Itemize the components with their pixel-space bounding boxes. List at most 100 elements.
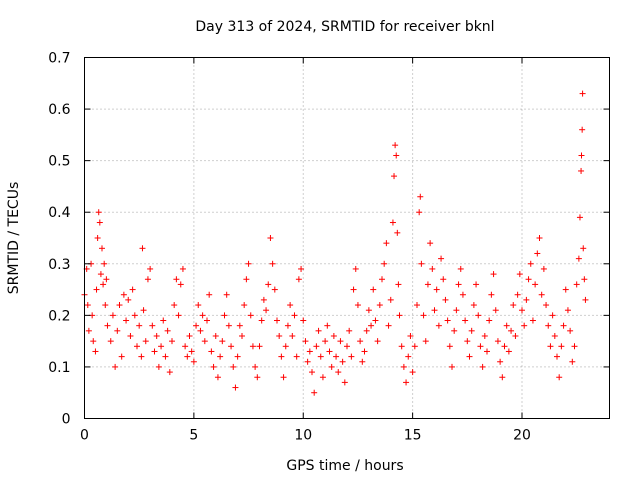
data-point-plus-marker (184, 353, 191, 360)
chart-title: Day 313 of 2024, SRMTID for receiver bkn… (195, 19, 494, 35)
data-point-plus-marker (278, 353, 285, 360)
data-point-plus-marker (427, 240, 434, 247)
data-point-plus-marker (287, 302, 294, 309)
data-point-plus-marker (101, 260, 108, 267)
data-point-plus-marker (97, 271, 104, 278)
data-point-plus-marker (376, 302, 383, 309)
y-tick-label: 0.6 (48, 102, 70, 118)
data-point-plus-marker (284, 322, 291, 329)
data-point-plus-marker (346, 327, 353, 334)
x-tick-label: 15 (404, 428, 422, 444)
data-point-plus-marker (387, 296, 394, 303)
data-point-plus-marker (293, 353, 300, 360)
data-point-plus-marker (291, 312, 298, 319)
x-tick-label: 0 (80, 428, 89, 444)
data-point-plus-marker (241, 302, 248, 309)
data-point-plus-marker (424, 281, 431, 288)
data-point-plus-marker (396, 312, 403, 319)
data-point-plus-marker (564, 307, 571, 314)
data-point-plus-marker (569, 358, 576, 365)
data-point-plus-marker (276, 332, 283, 339)
data-point-plus-marker (225, 322, 232, 329)
data-point-plus-marker (311, 389, 318, 396)
data-point-plus-marker (393, 152, 400, 159)
data-point-plus-marker (398, 343, 405, 350)
data-point-plus-marker (317, 353, 324, 360)
data-point-plus-marker (545, 322, 552, 329)
data-point-plus-marker (239, 332, 245, 339)
data-point-plus-marker (236, 322, 243, 329)
y-tick-label: 0 (62, 412, 71, 428)
data-point-plus-marker (112, 363, 119, 370)
data-point-plus-marker (147, 265, 154, 272)
y-tick-label: 0.4 (48, 205, 70, 221)
data-point-plus-marker (466, 353, 473, 360)
data-point-plus-marker (201, 338, 208, 345)
data-point-plus-marker (210, 363, 217, 370)
data-point-plus-marker (529, 317, 536, 324)
data-point-plus-marker (175, 312, 182, 319)
data-point-plus-marker (547, 343, 554, 350)
data-point-plus-marker (217, 353, 224, 360)
data-point-plus-marker (400, 363, 407, 370)
data-point-plus-marker (300, 317, 307, 324)
x-axis-tick-labels: 0 5 10 15 20 (80, 428, 531, 444)
data-point-plus-marker (129, 286, 136, 293)
data-point-plus-marker (536, 235, 543, 241)
data-point-plus-marker (252, 363, 259, 370)
data-point-plus-marker (374, 338, 381, 345)
data-point-plus-marker (295, 276, 302, 283)
data-point-plus-marker (335, 369, 342, 376)
data-point-plus-marker (197, 327, 204, 334)
data-point-plus-marker (179, 265, 186, 272)
data-point-plus-marker (169, 338, 175, 345)
data-point-plus-marker (579, 90, 586, 97)
data-point-plus-marker (453, 307, 460, 314)
data-point-plus-marker (551, 332, 558, 339)
data-point-plus-marker (99, 245, 105, 252)
data-point-plus-marker (368, 322, 375, 329)
data-point-plus-marker (468, 327, 475, 334)
data-point-plus-marker (405, 353, 412, 360)
data-point-plus-marker (556, 374, 563, 381)
data-point-plus-marker (486, 317, 493, 324)
data-point-plus-marker (263, 307, 270, 314)
data-point-plus-marker (333, 353, 340, 360)
data-point-plus-marker (267, 235, 274, 241)
data-point-plus-marker (271, 286, 278, 293)
data-point-plus-marker (435, 322, 442, 329)
data-point-plus-marker (440, 276, 447, 283)
data-point-plus-marker (232, 384, 239, 391)
data-point-plus-marker (306, 348, 313, 355)
data-point-plus-marker (324, 322, 331, 329)
data-point-plus-marker (245, 260, 252, 267)
data-point-plus-marker (289, 332, 296, 339)
data-point-plus-marker (417, 193, 424, 200)
data-point-plus-marker (554, 353, 560, 360)
data-point-plus-marker (190, 358, 197, 365)
data-point-plus-marker (514, 291, 521, 298)
data-point-plus-marker (359, 358, 366, 365)
data-point-plus-marker (414, 302, 420, 309)
data-point-plus-marker (199, 312, 206, 319)
data-point-plus-marker (94, 235, 101, 241)
data-point-plus-marker (182, 343, 189, 350)
data-point-plus-marker (416, 209, 423, 216)
y-tick-label: 0.3 (48, 257, 70, 273)
data-point-plus-marker (118, 353, 125, 360)
data-point-plus-marker (348, 353, 355, 360)
data-point-plus-marker (265, 281, 272, 288)
data-point-plus-marker (497, 358, 504, 365)
data-point-plus-marker (429, 265, 436, 272)
data-point-plus-marker (571, 343, 578, 350)
data-point-plus-marker (249, 343, 256, 350)
plot-frame (84, 57, 610, 419)
data-point-plus-marker (455, 281, 462, 288)
data-point-plus-marker (365, 307, 372, 314)
data-point-plus-marker (394, 229, 401, 236)
data-point-plus-marker (186, 332, 193, 339)
data-point-plus-marker (160, 317, 167, 324)
data-point-plus-marker (171, 302, 178, 309)
data-point-plus-marker (131, 312, 138, 319)
